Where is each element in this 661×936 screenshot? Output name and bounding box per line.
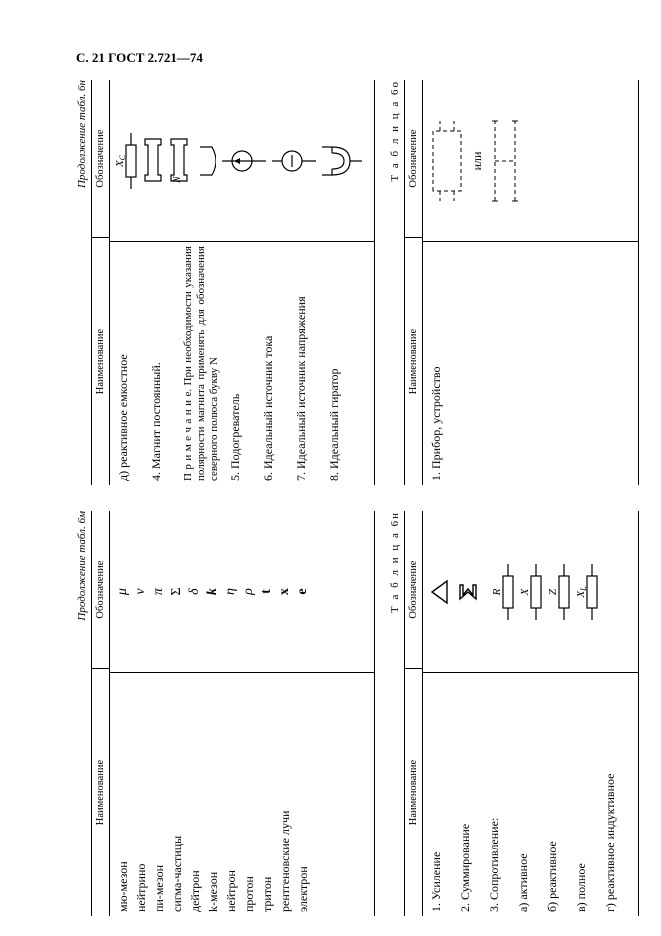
table-row-name: мю-мезон	[116, 677, 131, 912]
table-row-name: 4. Магнит постоянный.	[149, 246, 164, 481]
symbol-glyph: ρ	[242, 588, 256, 595]
svg-text:Z: Z	[549, 588, 559, 595]
symbol-glyph: Σ	[170, 587, 184, 595]
symbol-glyph: ν	[134, 588, 148, 594]
magnet-icon	[144, 137, 164, 185]
caption-prefix: Т а б л и ц а	[389, 95, 401, 182]
table-row-name: нейтрон	[224, 677, 239, 912]
symbol-glyph: e	[296, 588, 310, 594]
table-caption: Продолжение табл. 6м	[76, 511, 88, 916]
table-row-name: д) реактивное емкостное	[116, 246, 131, 481]
symbol-glyph: k	[206, 588, 220, 595]
resistor-box-icon: R	[493, 564, 515, 620]
current-source-icon	[222, 149, 266, 173]
table-head: Наименование Обозначение	[91, 80, 110, 485]
svg-text:R: R	[493, 588, 503, 596]
resistor-box-icon: XL	[577, 564, 599, 620]
page-header: С. 21 ГОСТ 2.721—74	[76, 50, 601, 66]
table-row-name: дейтрон	[188, 677, 203, 912]
col-name-header: Наименование	[405, 237, 422, 485]
table-head: Наименование Обозначение	[91, 511, 110, 916]
table-row-name: 7. Идеальный источник напряжения	[294, 246, 309, 481]
caption-id: 6м	[76, 511, 88, 524]
caption-prefix: Продолжение табл.	[76, 524, 88, 621]
resistor-box-icon: X	[521, 564, 543, 620]
voltage-source-icon	[272, 149, 316, 173]
table-row-name: б) реактивное	[545, 677, 560, 912]
table-row-name: 1. Усиление	[429, 677, 444, 912]
table-6n-top: Продолжение табл. 6н Наименование Обозна…	[76, 80, 375, 485]
table-caption: Т а б л и ц а 6о	[389, 80, 401, 485]
table-row-name: 3. Сопротивление:	[487, 677, 502, 912]
col-name-header: Наименование	[92, 668, 109, 916]
table-caption: Продолжение табл. 6н	[76, 80, 88, 485]
caption-id: 6о	[389, 80, 401, 95]
svg-text:N: N	[172, 175, 183, 184]
page: С. 21 ГОСТ 2.721—74 Продолжение табл. 6м…	[0, 0, 661, 936]
table-6n-bottom: Т а б л и ц а 6н Наименование Обозначени…	[389, 511, 639, 916]
symbol-glyph: x	[278, 588, 292, 595]
caption-prefix: Продолжение табл.	[76, 91, 88, 188]
col-name-header: Наименование	[405, 668, 422, 916]
table-head: Наименование Обозначение	[404, 511, 423, 916]
col-symbol-header: Обозначение	[92, 511, 109, 668]
table-6o: Т а б л и ц а 6о Наименование Обозначени…	[389, 80, 639, 485]
table-row-name: нейтрино	[134, 677, 149, 912]
table-row-name: протон	[242, 677, 257, 912]
resistor-box-icon: XC	[116, 133, 138, 189]
svg-text:XC: XC	[116, 154, 127, 168]
svg-text:или: или	[470, 151, 484, 170]
symbol-glyph: t	[260, 589, 274, 594]
table-row-name: 6. Идеальный источник тока	[261, 246, 276, 481]
table-head: Наименование Обозначение	[404, 80, 423, 485]
caption-id: 6н	[76, 80, 88, 91]
caption-prefix: Т а б л и ц а	[389, 526, 401, 613]
table-6m: Продолжение табл. 6м Наименование Обозна…	[76, 511, 375, 916]
svg-text:XL: XL	[577, 585, 588, 598]
table-row-name: 8. Идеальный гиратор	[327, 246, 342, 481]
table-row-name: пи-мезон	[152, 677, 167, 912]
rotated-content: Продолжение табл. 6м Наименование Обозна…	[76, 80, 601, 916]
table-row-name: 5. Подогреватель	[228, 246, 243, 481]
table-row-name: сигма-частицы	[170, 677, 185, 912]
col-symbol-header: Обозначение	[92, 80, 109, 237]
table-row-name: рентгеновские лучи	[278, 677, 293, 912]
table-body: мю-мезоннейтринопи-мезонсигма-частицыдей…	[110, 511, 375, 916]
gyrator-icon	[322, 141, 362, 181]
table-row-name: тритон	[260, 677, 275, 912]
table-row-name: а) активное	[516, 677, 531, 912]
table-row-name: k-мезон	[206, 677, 221, 912]
symbol-glyph: π	[152, 588, 166, 595]
caption-id: 6н	[389, 511, 401, 526]
triangle-icon	[429, 577, 451, 607]
device-box-icon: или	[429, 116, 539, 206]
col-symbol-header: Обозначение	[405, 511, 422, 668]
table-row-note: П р и м е ч а н и е. При необходимости у…	[182, 246, 222, 481]
table-body: 1. Усиление 2. Суммирование 3. Сопротивлен…	[423, 511, 639, 916]
table-row-name: электрон	[296, 677, 311, 912]
table-caption: Т а б л и ц а 6н	[389, 511, 401, 916]
table-row-name: в) полное	[574, 677, 589, 912]
heater-icon	[196, 139, 216, 183]
col-symbol-header: Обозначение	[405, 80, 422, 237]
resistor-box-icon: Z	[549, 564, 571, 620]
table-row-name: г) реактивное индуктивное	[603, 677, 618, 912]
sigma-icon	[457, 581, 479, 603]
magnet-icon: N	[170, 137, 190, 185]
symbol-glyph: μ	[116, 588, 130, 595]
svg-text:X: X	[521, 587, 531, 596]
col-name-header: Наименование	[92, 237, 109, 485]
table-row-name: 1. Прибор, устройство	[429, 246, 444, 481]
symbol-glyph: δ	[188, 588, 202, 595]
symbol-glyph: η	[224, 588, 238, 595]
table-body: д) реактивное емкостное 4. Магнит постоян…	[110, 80, 375, 485]
table-body: 1. Прибор, устройство или	[423, 80, 639, 485]
table-row-name: 2. Суммирование	[458, 677, 473, 912]
